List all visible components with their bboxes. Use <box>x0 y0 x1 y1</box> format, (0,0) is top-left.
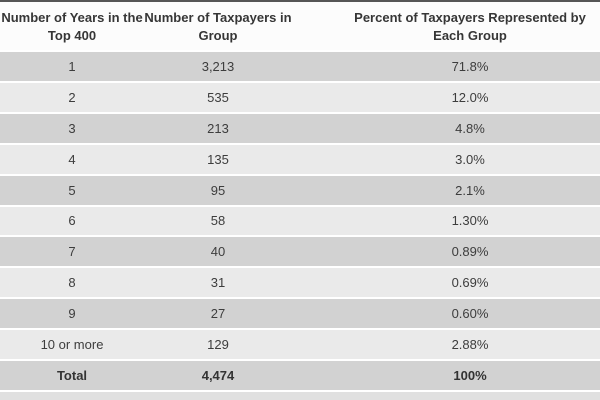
percent-cell: 71.8% <box>451 58 489 74</box>
table-top-border <box>0 0 600 2</box>
total-label: Total <box>56 368 88 384</box>
years-cell: 4 <box>68 151 76 167</box>
percent-cell: 0.89% <box>451 244 489 260</box>
percent-cell: 2.1% <box>455 182 485 198</box>
column-header-count-line2: Group <box>198 28 238 43</box>
years-cell: 10 or more <box>40 337 104 353</box>
years-cell: 2 <box>68 89 76 105</box>
total-percent-cell: 100% <box>453 368 487 384</box>
table-bottom-strip <box>0 390 600 400</box>
years-cell: 7 <box>68 244 76 260</box>
column-header-years-line1: Number of Years in the <box>1 10 143 25</box>
percent-cell: 2.88% <box>451 337 489 353</box>
percent-cell: 1.30% <box>451 213 489 229</box>
table-total-row: Total 4,474 100% <box>0 359 600 390</box>
count-cell: 135 <box>207 151 229 167</box>
count-cell: 58 <box>210 213 226 229</box>
column-header-years-line2: Top 400 <box>47 28 97 43</box>
count-cell: 3,213 <box>201 58 235 74</box>
table-row: 1 3,213 71.8% <box>0 50 600 81</box>
table-row: 5 95 2.1% <box>0 173 600 205</box>
table-row: 3 213 4.8% <box>0 111 600 143</box>
table-row: 9 27 0.60% <box>0 297 600 329</box>
table-row: 6 58 1.30% <box>0 204 600 236</box>
percent-cell: 4.8% <box>455 120 485 136</box>
years-cell: 1 <box>68 58 76 74</box>
table-row: 4 135 3.0% <box>0 142 600 174</box>
table-header-row: Number of Years in the Top 400 Number of… <box>0 2 600 50</box>
table-row: 10 or more 129 2.88% <box>0 328 600 360</box>
total-count-cell: 4,474 <box>201 368 235 384</box>
count-cell: 27 <box>210 306 226 322</box>
table-body: 1 3,213 71.8% 2 535 12.0% 3 213 4.8% 4 1… <box>0 50 600 390</box>
table-row: 7 40 0.89% <box>0 235 600 267</box>
table-row: 2 535 12.0% <box>0 80 600 112</box>
percent-cell: 0.60% <box>451 306 489 322</box>
count-cell: 95 <box>210 182 226 198</box>
years-cell: 6 <box>68 213 76 229</box>
percent-cell: 0.69% <box>451 275 489 291</box>
years-cell: 9 <box>68 306 76 322</box>
table-row: 8 31 0.69% <box>0 266 600 298</box>
percent-cell: 3.0% <box>455 151 485 167</box>
count-cell: 535 <box>207 89 229 105</box>
column-header-count: Number of Taxpayers in Group <box>144 9 292 45</box>
count-cell: 129 <box>207 337 229 353</box>
count-cell: 40 <box>210 244 226 260</box>
years-cell: 5 <box>68 182 76 198</box>
years-cell: 3 <box>68 120 76 136</box>
column-header-count-line1: Number of Taxpayers in <box>144 10 292 25</box>
column-header-percent-line2: Each Group <box>433 28 507 43</box>
column-header-percent: Percent of Taxpayers Represented by Each… <box>292 9 600 45</box>
percent-cell: 12.0% <box>451 89 489 105</box>
count-cell: 31 <box>210 275 226 291</box>
years-cell: 8 <box>68 275 76 291</box>
column-header-years: Number of Years in the Top 400 <box>0 9 144 45</box>
column-header-percent-line1: Percent of Taxpayers Represented by <box>354 10 586 25</box>
count-cell: 213 <box>207 120 229 136</box>
